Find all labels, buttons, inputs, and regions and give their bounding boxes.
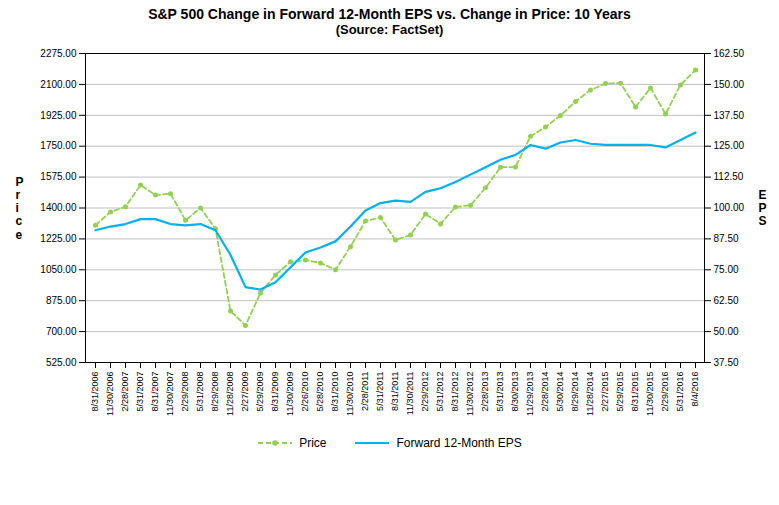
svg-text:1225.00: 1225.00 (40, 233, 77, 244)
svg-text:EPS: EPS (758, 188, 766, 228)
svg-text:5/31/2016: 5/31/2016 (675, 372, 685, 412)
svg-text:8/4/2016: 8/4/2016 (690, 372, 700, 407)
svg-text:62.50: 62.50 (714, 295, 739, 306)
svg-text:8/31/2010: 8/31/2010 (330, 372, 340, 412)
svg-text:37.50: 37.50 (714, 357, 739, 368)
svg-text:11/28/2014: 11/28/2014 (585, 372, 595, 416)
svg-text:5/29/2009: 5/29/2009 (255, 372, 265, 412)
svg-text:5/31/2013: 5/31/2013 (495, 372, 505, 412)
svg-text:2/28/2014: 2/28/2014 (540, 372, 550, 412)
svg-text:8/31/2011: 8/31/2011 (390, 372, 400, 411)
svg-text:5/28/2010: 5/28/2010 (315, 372, 325, 412)
svg-text:125.00: 125.00 (714, 140, 745, 151)
svg-text:50.00: 50.00 (714, 326, 739, 337)
svg-text:2/29/2012: 2/29/2012 (420, 372, 430, 412)
html-text:S&P 500 Change in Forward 12-M: S&P 500 Change in Forward 12-Month EPS v… (148, 6, 631, 22)
svg-text:8/29/2014: 8/29/2014 (570, 372, 580, 412)
svg-text:1400.00: 1400.00 (40, 202, 77, 213)
svg-text:2/27/2009: 2/27/2009 (240, 372, 250, 412)
svg-text:5/31/2012: 5/31/2012 (435, 372, 445, 412)
svg-text:1575.00: 1575.00 (40, 171, 77, 182)
html-text:(Source: FactSet): (Source: FactSet) (335, 22, 444, 37)
svg-text:150.00: 150.00 (714, 79, 745, 90)
svg-text:2/26/2010: 2/26/2010 (300, 372, 310, 412)
svg-text:11/29/2013: 11/29/2013 (525, 372, 535, 416)
svg-text:87.50: 87.50 (714, 233, 739, 244)
svg-text:11/30/2010: 11/30/2010 (345, 372, 355, 416)
svg-text:1925.00: 1925.00 (40, 110, 77, 121)
svg-text:8/30/2013: 8/30/2013 (510, 372, 520, 412)
svg-text:112.50: 112.50 (714, 171, 744, 182)
svg-text:11/30/2012: 11/30/2012 (465, 372, 475, 416)
svg-text:525.00: 525.00 (46, 357, 77, 368)
svg-text:11/30/2009: 11/30/2009 (285, 372, 295, 416)
svg-text:137.50: 137.50 (714, 110, 745, 121)
svg-text:1050.00: 1050.00 (40, 264, 77, 275)
svg-text:2/28/2013: 2/28/2013 (480, 372, 490, 412)
svg-text:11/28/2008: 11/28/2008 (225, 372, 235, 416)
svg-text:8/31/2007: 8/31/2007 (150, 372, 160, 412)
svg-text:11/30/2006: 11/30/2006 (105, 372, 115, 416)
svg-text:8/31/2012: 8/31/2012 (450, 372, 460, 412)
svg-text:5/30/2014: 5/30/2014 (555, 372, 565, 412)
svg-text:100.00: 100.00 (714, 202, 745, 213)
svg-text:5/31/2008: 5/31/2008 (195, 372, 205, 412)
html-text:Forward 12-Month EPS: Forward 12-Month EPS (396, 436, 522, 450)
svg-text:2/27/2015: 2/27/2015 (600, 372, 610, 412)
svg-text:8/31/2009: 8/31/2009 (270, 372, 280, 412)
svg-text:2/28/2011: 2/28/2011 (360, 372, 370, 411)
svg-text:5/29/2015: 5/29/2015 (615, 372, 625, 412)
svg-text:875.00: 875.00 (46, 295, 77, 306)
svg-text:8/31/2015: 8/31/2015 (630, 372, 640, 412)
svg-text:11/30/2015: 11/30/2015 (645, 372, 655, 416)
svg-text:8/29/2008: 8/29/2008 (210, 372, 220, 412)
svg-text:2275.00: 2275.00 (40, 48, 77, 59)
svg-text:Price: Price (16, 175, 24, 242)
svg-text:5/31/2007: 5/31/2007 (135, 372, 145, 412)
svg-text:162.50: 162.50 (714, 48, 745, 59)
svg-text:75.00: 75.00 (714, 264, 739, 275)
svg-text:2100.00: 2100.00 (40, 79, 77, 90)
svg-text:700.00: 700.00 (46, 326, 77, 337)
svg-text:11/30/2011: 11/30/2011 (405, 372, 415, 416)
svg-text:11/30/2007: 11/30/2007 (165, 372, 175, 416)
svg-text:1750.00: 1750.00 (40, 140, 77, 151)
svg-text:2/29/2016: 2/29/2016 (660, 372, 670, 412)
svg-text:2/28/2007: 2/28/2007 (120, 372, 130, 412)
html-text:Price: Price (299, 436, 327, 450)
svg-text:8/31/2006: 8/31/2006 (90, 372, 100, 412)
svg-text:2/29/2008: 2/29/2008 (180, 372, 190, 412)
svg-text:5/31/2011: 5/31/2011 (375, 372, 385, 411)
